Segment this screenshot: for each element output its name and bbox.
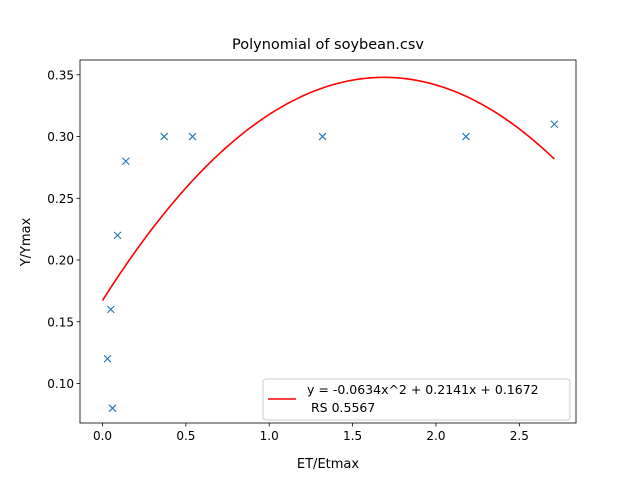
scatter-point bbox=[462, 132, 470, 141]
plot-area bbox=[79, 59, 577, 424]
x-axis-label: ET/Etmax bbox=[297, 457, 359, 472]
y-tick-label: 0.20 bbox=[47, 254, 74, 268]
y-axis-label: Y/Ymax bbox=[19, 217, 34, 267]
y-tick-label: 0.10 bbox=[47, 377, 74, 391]
legend-label-line1: y = -0.0634x^2 + 0.2141x + 0.1672 bbox=[307, 382, 539, 397]
x-tick-label: 2.5 bbox=[510, 429, 529, 443]
y-tick-label: 0.35 bbox=[47, 68, 74, 82]
legend: y = -0.0634x^2 + 0.2141x + 0.1672 RS 0.5… bbox=[262, 378, 571, 421]
x-tick-label: 1.0 bbox=[260, 429, 279, 443]
scatter-point bbox=[318, 132, 327, 141]
legend-label-line2: RS 0.5567 bbox=[307, 400, 375, 415]
y-axis-ticks: 0.10 0.15 0.20 0.25 0.30 0.35 bbox=[47, 68, 80, 391]
series-layer bbox=[101, 76, 559, 413]
scatter-point bbox=[160, 132, 169, 141]
x-tick-label: 0.0 bbox=[93, 429, 112, 443]
y-tick-label: 0.25 bbox=[47, 192, 74, 206]
scatter-point bbox=[121, 157, 130, 166]
scatter-point bbox=[113, 231, 122, 240]
scatter-point bbox=[188, 132, 197, 141]
scatter-point bbox=[108, 404, 117, 413]
x-tick-label: 1.5 bbox=[343, 429, 362, 443]
x-tick-label: 2.0 bbox=[426, 429, 445, 443]
y-tick-label: 0.15 bbox=[47, 315, 74, 329]
legend-frame bbox=[262, 378, 571, 421]
x-tick-label: 0.5 bbox=[176, 429, 195, 443]
scatter-point bbox=[103, 354, 112, 363]
plot-frame bbox=[79, 59, 577, 424]
scatter-point bbox=[106, 305, 115, 314]
y-tick-label: 0.30 bbox=[47, 130, 74, 144]
fit-line bbox=[101, 76, 555, 301]
chart-title: Polynomial of soybean.csv bbox=[232, 37, 424, 53]
x-axis-ticks: 0.0 0.5 1.0 1.5 2.0 2.5 bbox=[93, 423, 529, 443]
scatter-point bbox=[550, 120, 559, 129]
